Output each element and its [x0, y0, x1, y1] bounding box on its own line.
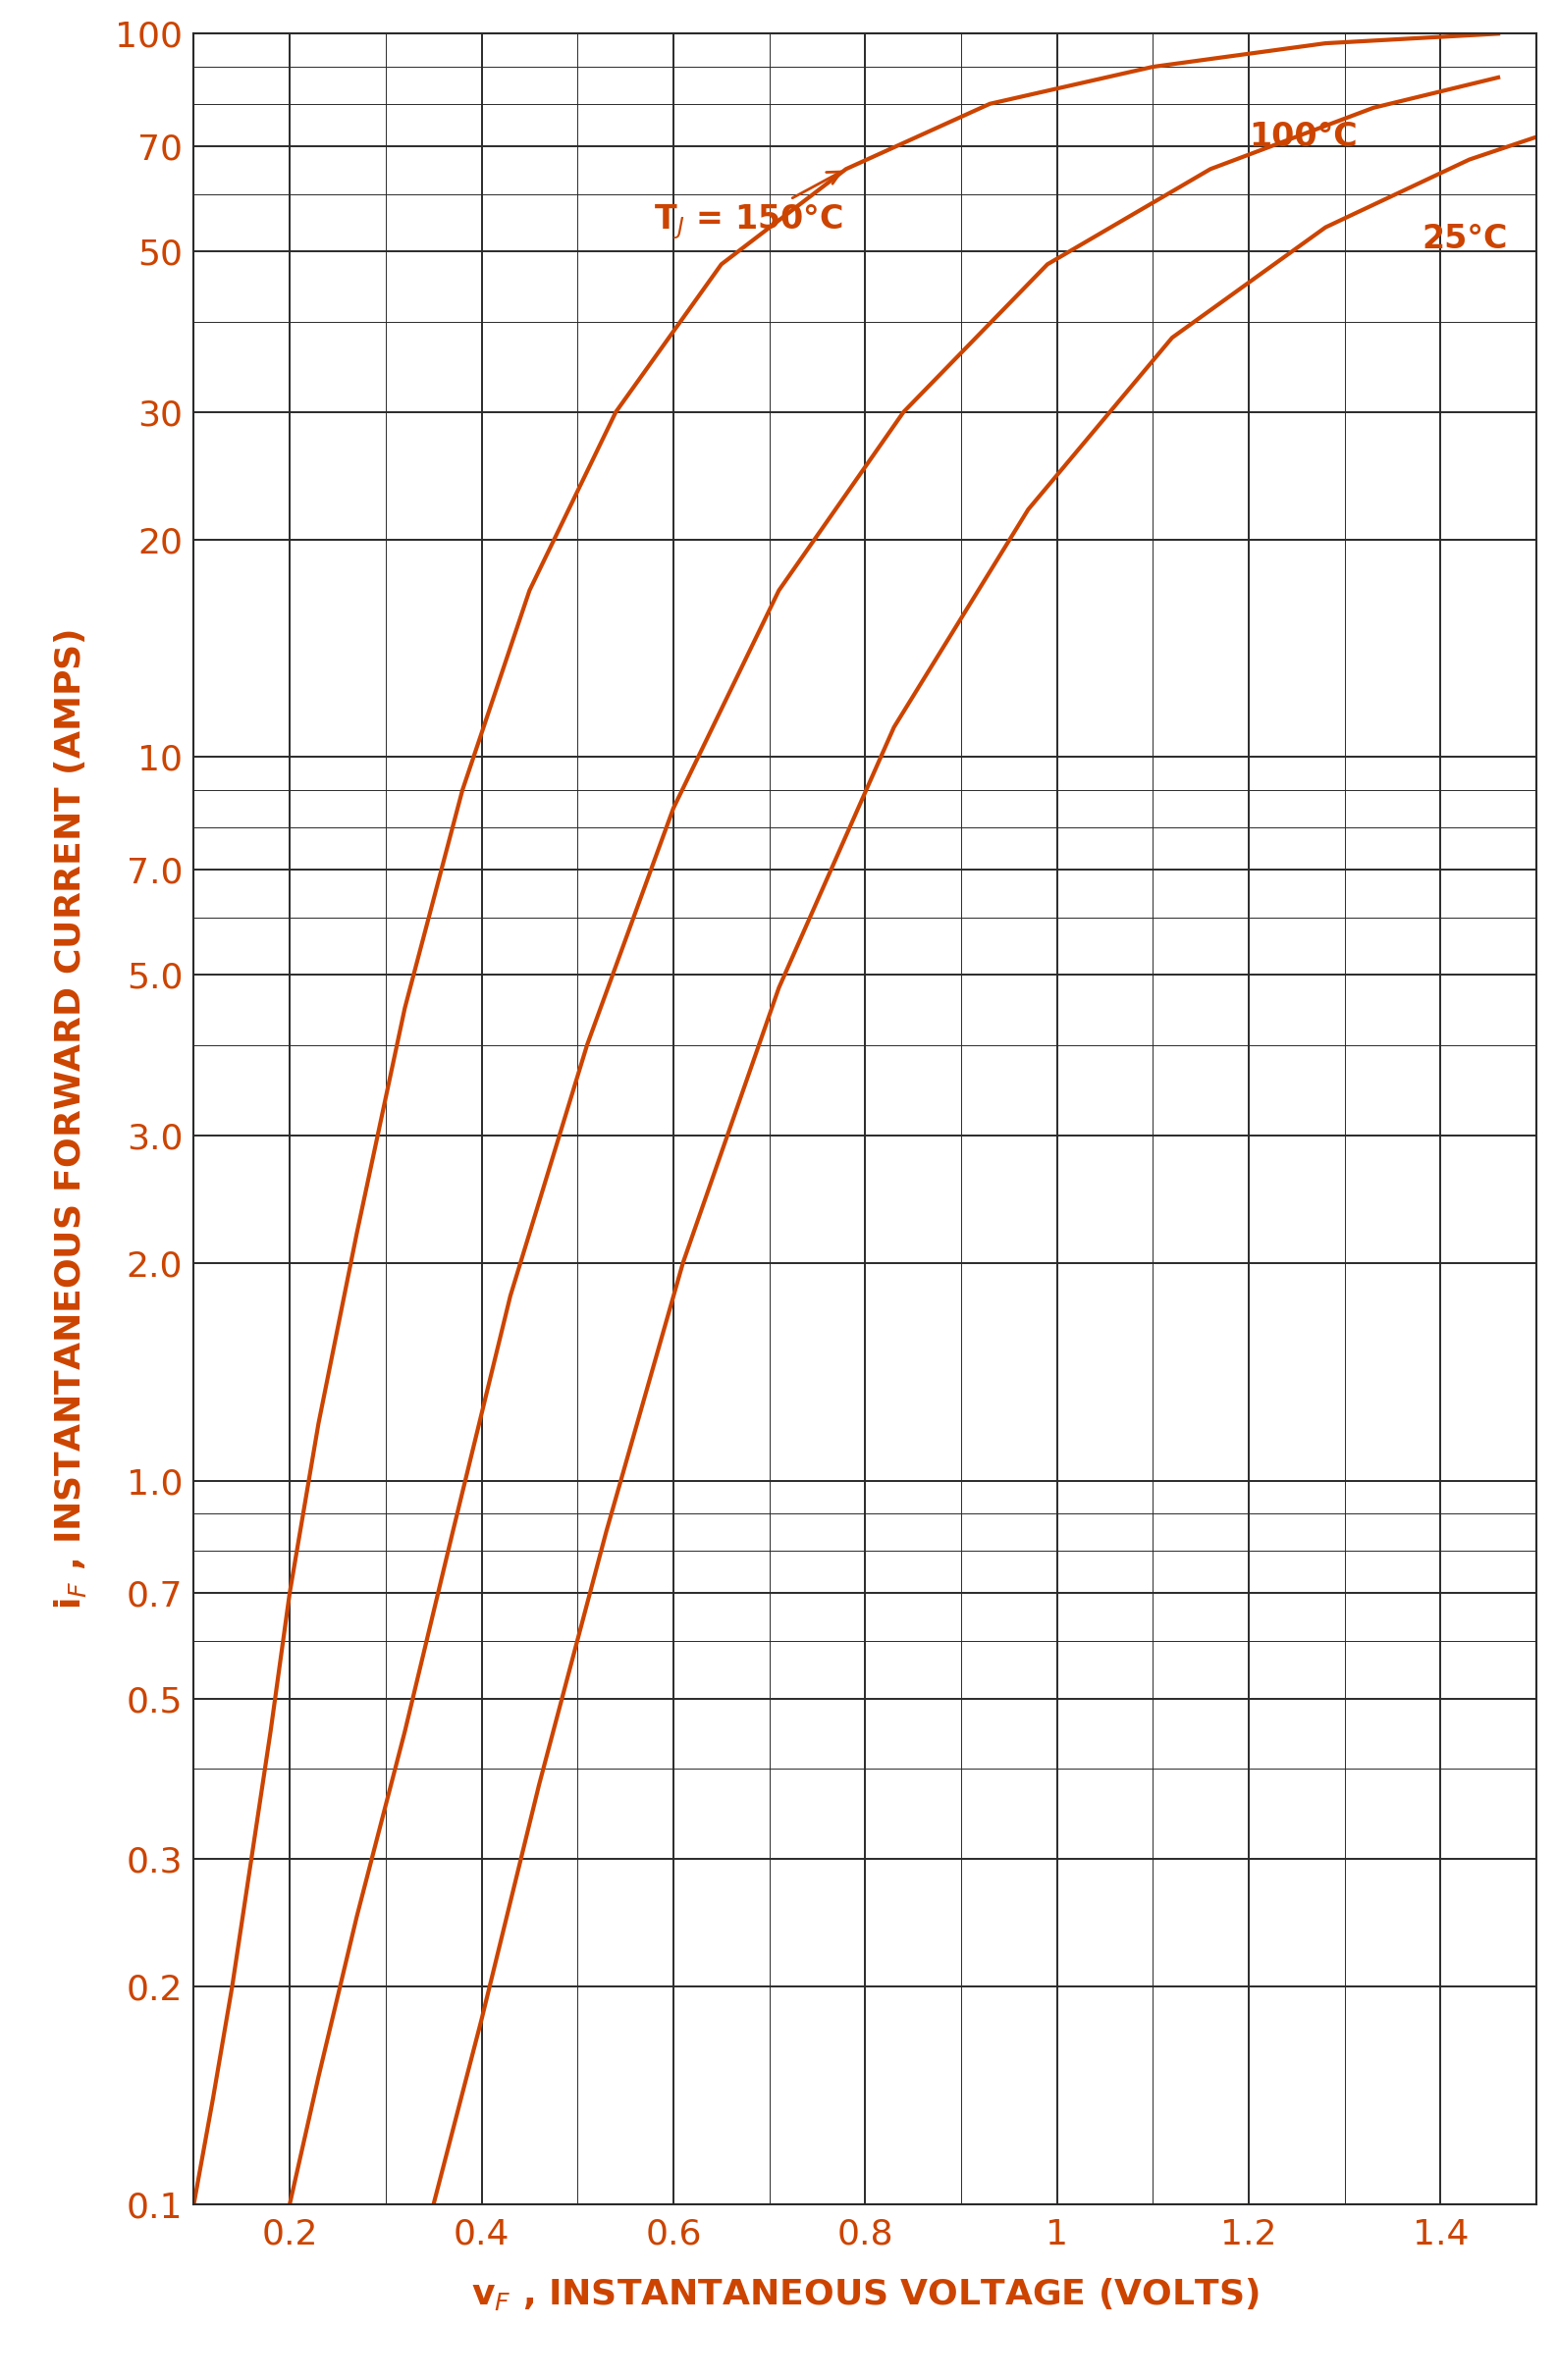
Text: T$_J$ = 150°C: T$_J$ = 150°C [654, 171, 844, 240]
X-axis label: v$_F$ , INSTANTANEOUS VOLTAGE (VOLTS): v$_F$ , INSTANTANEOUS VOLTAGE (VOLTS) [472, 2275, 1260, 2311]
Y-axis label: i$_F$ , INSTANTANEOUS FORWARD CURRENT (AMPS): i$_F$ , INSTANTANEOUS FORWARD CURRENT (A… [51, 628, 87, 1609]
Text: 25°C: 25°C [1422, 224, 1507, 255]
Text: 100°C: 100°C [1249, 121, 1358, 152]
